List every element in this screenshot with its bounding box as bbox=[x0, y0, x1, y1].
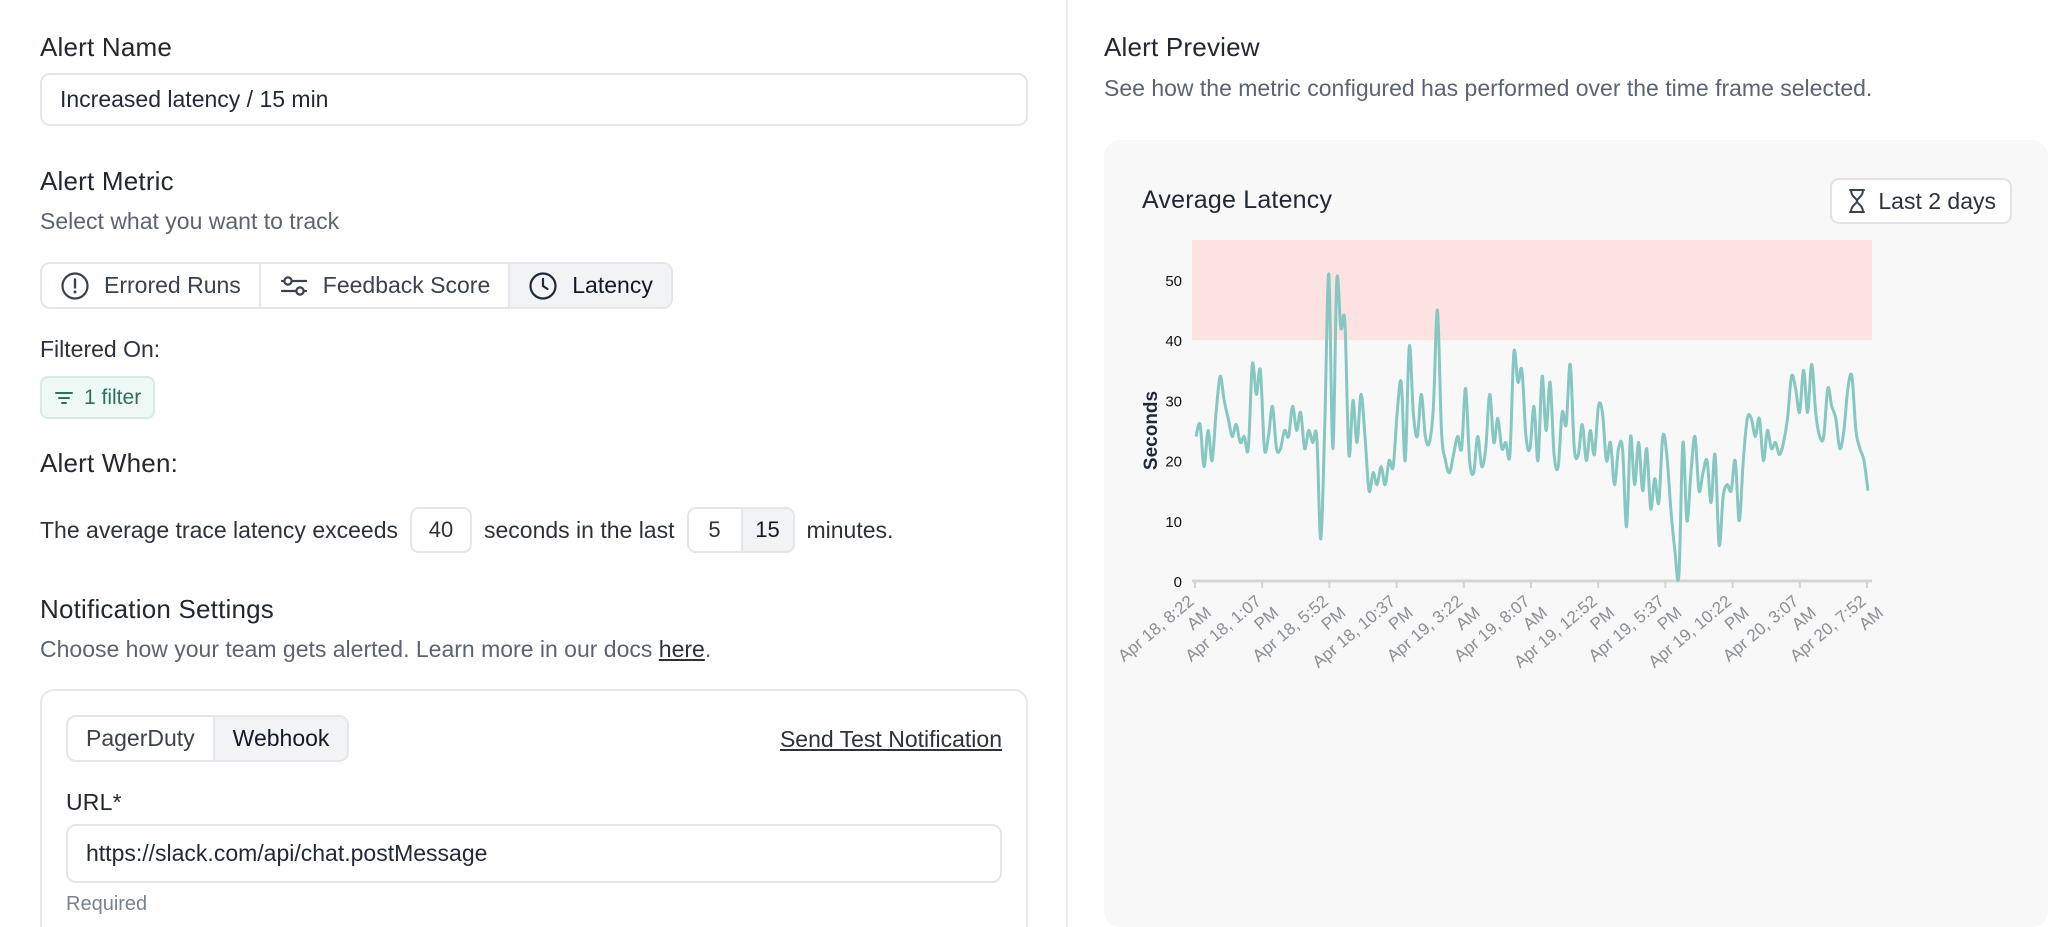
threshold-value: 40 bbox=[428, 517, 454, 542]
notification-channel-tabs: PagerDuty Webhook bbox=[66, 715, 350, 762]
metric-option-latency[interactable]: Latency bbox=[510, 264, 671, 307]
send-test-notification-link[interactable]: Send Test Notification bbox=[779, 726, 1002, 752]
filtered-on-label: Filtered On: bbox=[40, 336, 161, 362]
alert-name-value: Increased latency / 15 min bbox=[60, 86, 329, 112]
alert-condition-row: The average trace latency exceeds 40 sec… bbox=[40, 506, 893, 554]
y-tick-label: 20 bbox=[1165, 454, 1182, 471]
threshold-band bbox=[1192, 240, 1872, 341]
window-selector: 5 15 bbox=[686, 507, 795, 553]
alert-name-input[interactable]: Increased latency / 15 min bbox=[40, 73, 1028, 126]
sliders-icon bbox=[280, 275, 307, 296]
alert-config-panel: Alert Name Increased latency / 15 min Al… bbox=[40, 32, 1028, 927]
clock-icon bbox=[529, 271, 557, 300]
notification-settings-description: Choose how your team gets alerted. Learn… bbox=[40, 636, 711, 663]
url-help-text: Required bbox=[66, 893, 148, 915]
notification-settings-title: Notification Settings bbox=[40, 594, 274, 624]
y-tick-label: 50 bbox=[1165, 273, 1182, 290]
filter-chip-label: 1 filter bbox=[84, 385, 142, 409]
alert-metric-description: Select what you want to track bbox=[40, 208, 340, 234]
alert-circle-icon bbox=[61, 271, 89, 300]
webhook-url-value: https://slack.com/api/chat.postMessage bbox=[86, 840, 488, 866]
metric-selector: Errored Runs Feedback Score Latency bbox=[40, 262, 673, 309]
metric-option-label: Feedback Score bbox=[322, 272, 491, 298]
notification-description-text: Choose how your team gets alerted. Learn… bbox=[40, 636, 659, 662]
window-option-15[interactable]: 15 bbox=[740, 509, 793, 551]
tab-label: Webhook bbox=[232, 725, 330, 751]
condition-text-after: minutes. bbox=[806, 516, 894, 543]
docs-link[interactable]: here bbox=[658, 636, 705, 662]
y-tick-label: 0 bbox=[1174, 574, 1182, 591]
hourglass-icon bbox=[1849, 189, 1866, 213]
y-tick-labels: 0 10 20 30 40 50 bbox=[1165, 273, 1182, 591]
latency-series bbox=[1194, 272, 1870, 582]
threshold-input[interactable]: 40 bbox=[409, 507, 472, 553]
y-tick-label: 30 bbox=[1165, 393, 1182, 410]
condition-text-middle: seconds in the last bbox=[483, 516, 675, 543]
metric-option-label: Latency bbox=[572, 272, 653, 298]
alert-name-label: Alert Name bbox=[40, 32, 173, 62]
y-axis-label: Seconds bbox=[1141, 391, 1162, 470]
window-option-5[interactable]: 5 bbox=[708, 517, 721, 542]
alert-preview-panel: Alert Preview See how the metric configu… bbox=[1068, 0, 2048, 927]
metric-option-errored-runs[interactable]: Errored Runs bbox=[42, 264, 261, 307]
panel-divider bbox=[1066, 0, 1068, 927]
chart-title: Average Latency bbox=[1142, 186, 1333, 214]
threshold-band-layer bbox=[1192, 240, 1872, 341]
y-tick-label: 40 bbox=[1165, 333, 1182, 350]
tab-pagerduty[interactable]: PagerDuty bbox=[68, 717, 215, 760]
y-tick-label: 10 bbox=[1165, 514, 1182, 531]
time-range-label: Last 2 days bbox=[1878, 187, 1996, 214]
chart-card: Average Latency Last 2 days 0 10 20 30 40 50 … bbox=[1104, 140, 2048, 927]
url-label: URL* bbox=[66, 789, 122, 815]
alert-preview-title: Alert Preview bbox=[1104, 32, 1260, 62]
latency-line bbox=[1194, 272, 1870, 582]
metric-option-feedback-score[interactable]: Feedback Score bbox=[261, 264, 511, 307]
alert-metric-label: Alert Metric bbox=[40, 166, 174, 196]
time-range-button[interactable]: Last 2 days bbox=[1830, 178, 2012, 224]
alert-preview-description: See how the metric configured has perfor… bbox=[1104, 75, 1873, 101]
condition-text-before: The average trace latency exceeds bbox=[40, 516, 398, 543]
tab-webhook[interactable]: Webhook bbox=[214, 717, 348, 760]
alert-when-label: Alert When: bbox=[40, 448, 179, 478]
filter-icon bbox=[55, 391, 73, 404]
filter-chip[interactable]: 1 filter bbox=[40, 376, 156, 419]
tab-label: PagerDuty bbox=[86, 725, 195, 751]
metric-option-label: Errored Runs bbox=[104, 272, 241, 298]
webhook-url-input[interactable]: https://slack.com/api/chat.postMessage bbox=[66, 824, 1002, 883]
notification-card: PagerDuty Webhook Send Test Notification… bbox=[40, 689, 1028, 927]
notification-description-suffix: . bbox=[704, 636, 712, 662]
